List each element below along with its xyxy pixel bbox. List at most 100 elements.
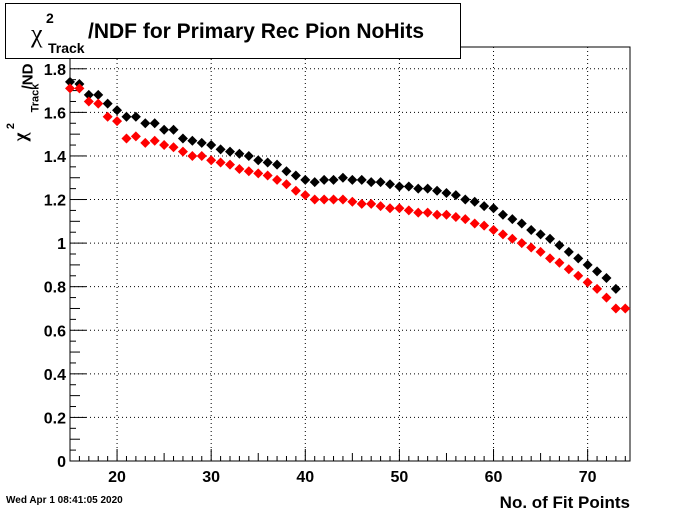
data-point-red (234, 164, 245, 175)
x-tick-label: 30 (202, 469, 220, 486)
x-axis-title: No. of Fit Points (500, 493, 630, 512)
data-point-red (93, 98, 104, 109)
data-point-red (112, 116, 123, 127)
ylabel-chi-symbol: χ (10, 132, 32, 142)
y-tick-label: 0.4 (44, 367, 66, 384)
data-point-red (140, 137, 151, 148)
data-point-black (413, 183, 424, 194)
data-point-red (403, 205, 414, 216)
data-point-red (262, 170, 273, 181)
data-point-red (215, 157, 226, 168)
data-point-black (394, 181, 405, 192)
data-point-red (450, 211, 461, 222)
data-point-black (281, 166, 292, 177)
data-point-black (441, 187, 452, 198)
data-point-black (272, 159, 283, 170)
title-superscript: 2 (46, 10, 54, 26)
title-subscript: Track (48, 40, 85, 56)
data-point-red (432, 209, 443, 220)
data-point-black (140, 118, 151, 129)
data-point-black (206, 140, 217, 151)
data-point-black (83, 89, 94, 100)
data-point-black (507, 214, 518, 225)
data-point-red (65, 83, 75, 94)
data-point-black (488, 203, 499, 214)
data-point-red (497, 229, 508, 240)
data-point-red (545, 253, 555, 264)
data-point-red (130, 131, 141, 142)
data-point-red (413, 207, 424, 218)
y-tick-label: 0.8 (44, 280, 66, 297)
y-tick-label: 1.2 (44, 193, 66, 210)
x-tick-label: 40 (296, 469, 314, 486)
data-point-black (130, 111, 141, 122)
data-point-red (281, 179, 292, 190)
data-point-red (290, 185, 301, 196)
data-point-black (554, 240, 565, 251)
data-point-black (516, 218, 527, 229)
data-point-black (121, 111, 132, 122)
data-point-red (347, 196, 358, 207)
data-point-red (102, 111, 113, 122)
data-point-black (497, 209, 508, 220)
data-point-black (432, 185, 443, 196)
data-point-black (177, 133, 188, 144)
axes: 20 30 40 50 60 70 0 0.2 0.4 0.6 0.8 1 1.2 1.4 1.6 1.8 (44, 46, 626, 486)
data-point-black (65, 76, 75, 87)
data-point-black (159, 124, 170, 135)
data-point-black (215, 144, 226, 155)
data-point-black (563, 246, 574, 257)
data-point-black (460, 194, 471, 205)
data-point-red (422, 207, 433, 218)
x-tick-label: 50 (391, 469, 409, 486)
data-point-red (206, 155, 217, 166)
data-point-black (582, 259, 593, 270)
data-point-black (526, 225, 537, 236)
data-point-red (385, 203, 395, 214)
y-tick-label: 0.6 (44, 323, 66, 340)
data-point-black (300, 174, 311, 185)
data-point-red (592, 283, 603, 294)
data-point-red (337, 194, 348, 205)
y-tick-label: 1.6 (44, 105, 66, 122)
data-point-red (253, 168, 264, 179)
data-point-red (121, 133, 132, 144)
data-point-black (356, 174, 367, 185)
data-point-black (422, 183, 433, 194)
data-point-red (74, 83, 85, 94)
x-tick-label: 60 (485, 469, 503, 486)
data-point-black (168, 124, 179, 135)
data-point-black (253, 155, 264, 166)
data-point-red (168, 142, 179, 153)
data-point-red (328, 194, 339, 205)
data-point-black (112, 105, 123, 116)
x-tick-label: 70 (579, 469, 597, 486)
data-point-black (601, 272, 612, 283)
data-point-black (375, 177, 386, 188)
data-point-red (272, 174, 283, 185)
data-point-red (225, 159, 235, 170)
y-tick-label: 1.8 (44, 62, 66, 79)
data-point-black (196, 137, 207, 148)
y-tick-label: 1 (57, 236, 66, 253)
data-point-red (356, 198, 367, 209)
data-point-red (366, 198, 377, 209)
data-point-red (196, 150, 207, 161)
data-point-black (309, 177, 320, 188)
data-point-red (573, 270, 584, 281)
data-point-black (93, 89, 104, 100)
data-point-black (262, 157, 273, 168)
title-chi-symbol: χ (31, 19, 43, 48)
data-point-red (319, 194, 330, 205)
data-point-red (375, 201, 386, 212)
x-tick-label: 20 (108, 469, 126, 486)
data-point-black (234, 148, 245, 159)
data-point-black (225, 146, 235, 157)
data-point-red (460, 214, 471, 225)
data-point-black (337, 172, 348, 183)
data-point-red (394, 203, 405, 214)
data-point-red (535, 246, 546, 257)
data-point-red (243, 166, 254, 177)
data-point-black (479, 201, 490, 212)
data-point-red (526, 242, 537, 253)
